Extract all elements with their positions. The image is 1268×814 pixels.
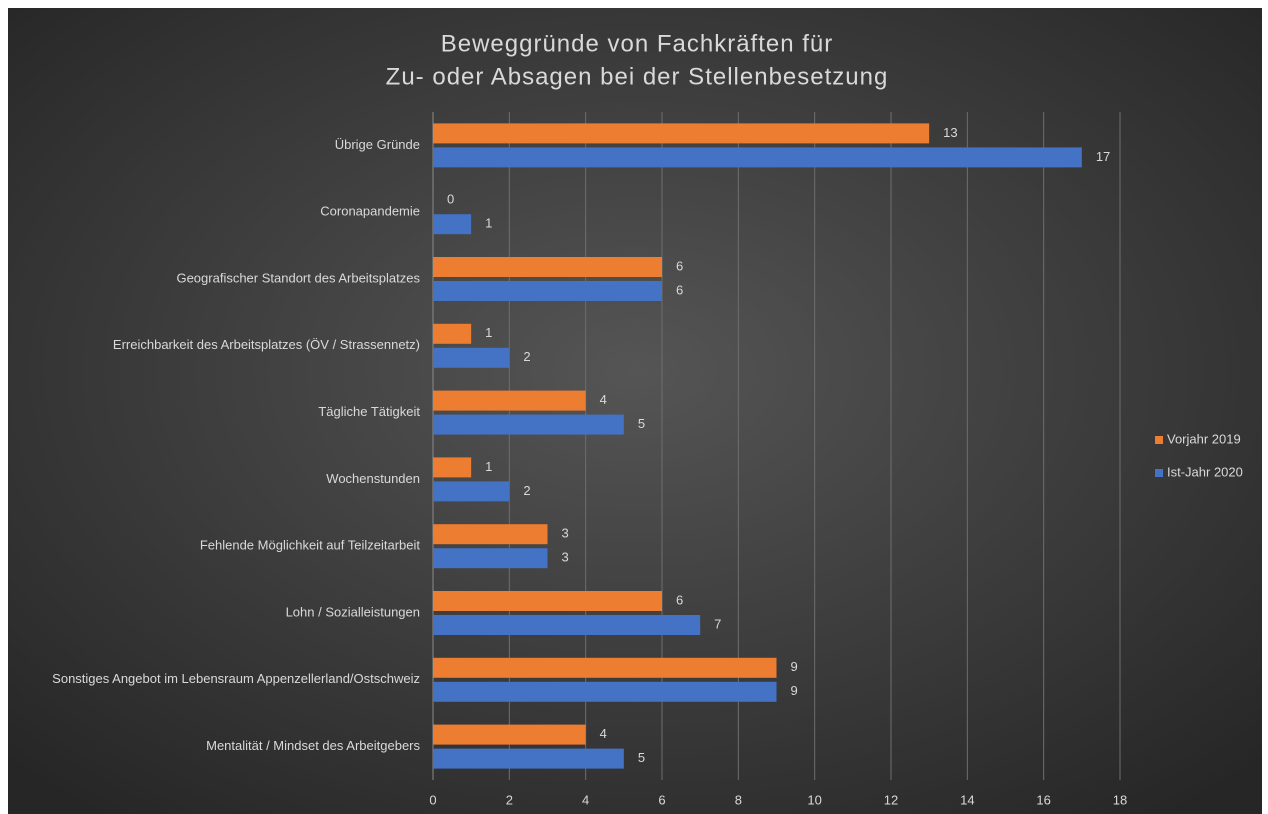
x-tick-label: 14 — [960, 792, 974, 807]
data-label: 6 — [676, 258, 683, 273]
data-label: 2 — [523, 349, 530, 364]
data-label: 5 — [638, 750, 645, 765]
data-label: 9 — [791, 683, 798, 698]
data-label: 7 — [714, 616, 721, 631]
data-label: 3 — [562, 550, 569, 565]
data-label: 1 — [485, 325, 492, 340]
bar — [433, 481, 510, 502]
bar — [433, 390, 586, 411]
bar — [433, 414, 624, 435]
y-tick-label: Tägliche Tätigkeit — [318, 404, 420, 419]
data-label: 1 — [485, 216, 492, 231]
bar — [433, 748, 624, 769]
legend-swatch — [1155, 469, 1163, 477]
bar — [433, 524, 548, 545]
data-label: 4 — [600, 726, 607, 741]
y-tick-label: Geografischer Standort des Arbeitsplatze… — [176, 270, 420, 285]
bar — [433, 681, 777, 702]
bar — [433, 548, 548, 569]
data-label: 17 — [1096, 149, 1110, 164]
bar — [433, 615, 701, 635]
legend-label: Ist-Jahr 2020 — [1167, 464, 1243, 479]
legend-label: Vorjahr 2019 — [1167, 431, 1241, 446]
chart-title: Beweggründe von Fachkräften für — [441, 30, 834, 57]
data-label: 3 — [562, 526, 569, 541]
data-label: 13 — [943, 125, 957, 140]
bar — [433, 257, 662, 277]
bar — [433, 591, 662, 611]
y-tick-label: Erreichbarkeit des Arbeitsplatzes (ÖV / … — [113, 337, 420, 352]
bar — [433, 147, 1082, 168]
chart-title: Zu- oder Absagen bei der Stellenbesetzun… — [386, 63, 889, 90]
bar — [433, 457, 472, 478]
y-tick-label: Coronapandemie — [320, 204, 420, 219]
x-tick-label: 0 — [429, 792, 436, 807]
x-tick-label: 4 — [582, 792, 589, 807]
data-label: 5 — [638, 416, 645, 431]
bar — [433, 323, 472, 344]
data-label: 6 — [676, 282, 683, 297]
x-tick-label: 8 — [735, 792, 742, 807]
x-tick-label: 16 — [1036, 792, 1050, 807]
data-label: 6 — [676, 592, 683, 607]
data-label: 0 — [447, 192, 454, 207]
bar — [433, 724, 586, 745]
bar — [433, 347, 510, 368]
data-label: 4 — [600, 392, 607, 407]
bar — [433, 123, 930, 144]
bar — [433, 657, 777, 678]
x-tick-label: 2 — [506, 792, 513, 807]
x-tick-label: 18 — [1113, 792, 1127, 807]
x-tick-label: 12 — [884, 792, 898, 807]
bar — [433, 281, 662, 301]
y-tick-label: Fehlende Möglichkeit auf Teilzeitarbeit — [200, 538, 421, 553]
y-tick-label: Sonstiges Angebot im Lebensraum Appenzel… — [52, 671, 420, 686]
data-label: 1 — [485, 459, 492, 474]
x-tick-label: 10 — [807, 792, 821, 807]
x-tick-label: 6 — [658, 792, 665, 807]
data-label: 9 — [791, 659, 798, 674]
data-label: 2 — [523, 483, 530, 498]
y-tick-label: Übrige Gründe — [335, 137, 420, 152]
y-tick-label: Mentalität / Mindset des Arbeitgebers — [206, 738, 420, 753]
bar — [433, 214, 472, 235]
y-tick-label: Lohn / Sozialleistungen — [286, 604, 420, 619]
legend-swatch — [1155, 436, 1163, 444]
y-tick-label: Wochenstunden — [326, 471, 420, 486]
